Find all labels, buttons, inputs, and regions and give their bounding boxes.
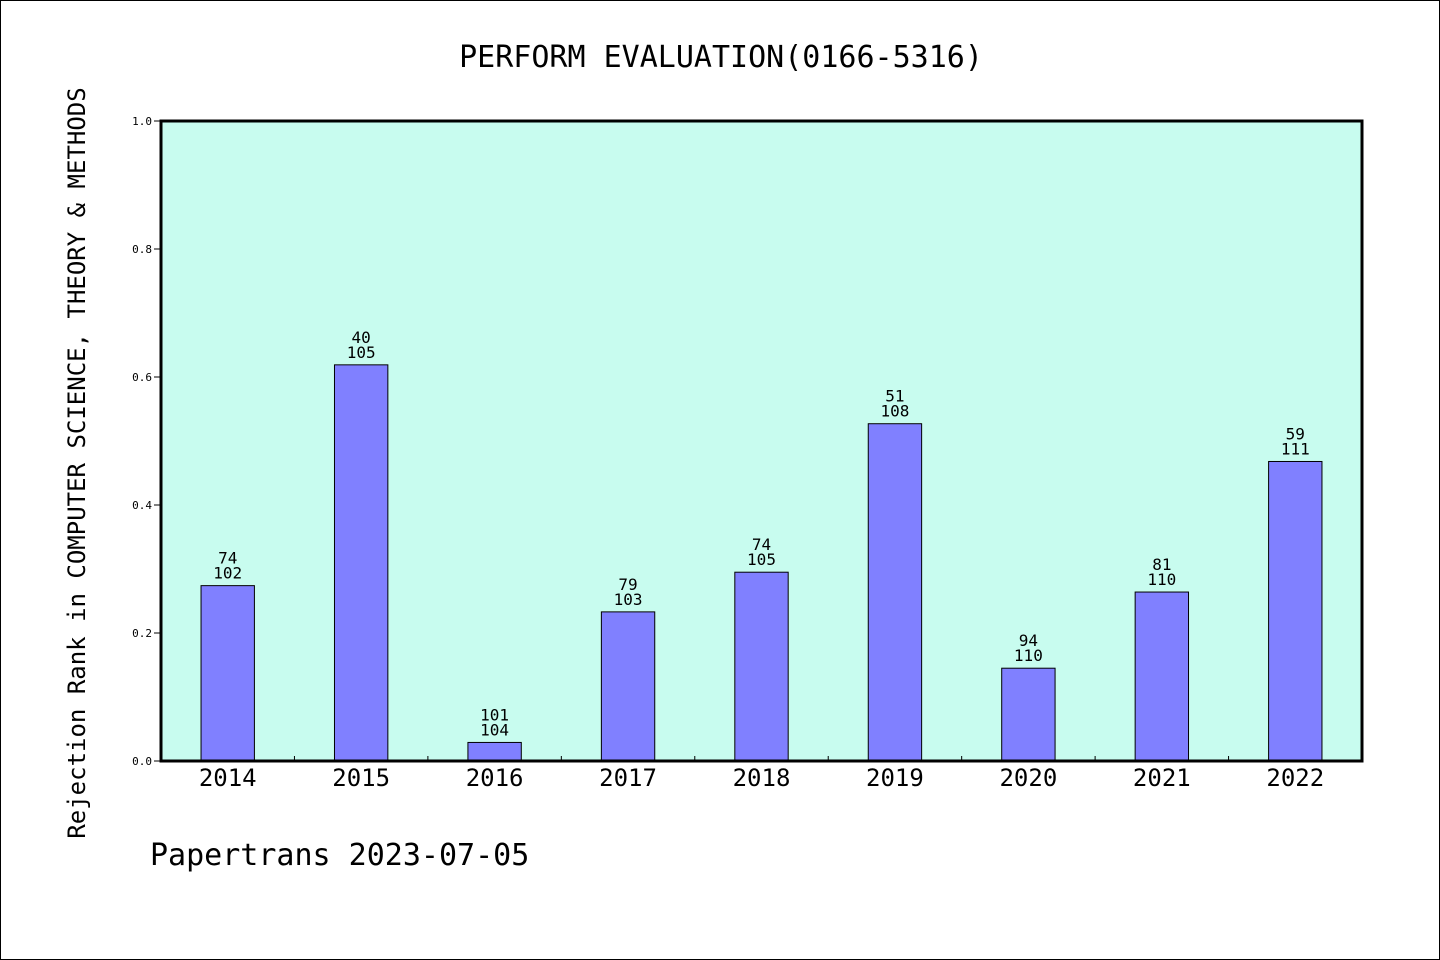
bar-2019 (867, 423, 923, 762)
bar-rank-label: 101 (480, 705, 509, 724)
bar-2020 (1001, 667, 1056, 762)
chart-title: PERFORM EVALUATION(0166-5316) (459, 40, 983, 75)
bar-total-label: 104 (480, 720, 509, 739)
bar-2022 (1268, 460, 1323, 762)
x-axis: 2014 2015 2016 2017 2018 2019 2020 2021 2022 (199, 756, 1324, 792)
y-tick-label: 1.0 (132, 115, 152, 128)
bar-total-label: 102 (213, 564, 242, 583)
x-tick-label: 2018 (733, 764, 791, 792)
bar-2016 (467, 741, 522, 762)
bars-group: 7410240105101104791037410551108941108111… (200, 328, 1323, 762)
y-axis: 0.0 0.2 0.4 0.6 0.8 1.0 (132, 115, 161, 768)
y-tick-label: 0.6 (132, 371, 152, 384)
x-tick-label: 2022 (1266, 764, 1324, 792)
x-tick-label: 2020 (999, 764, 1057, 792)
bar-total-label: 103 (614, 590, 643, 609)
bar-2014 (200, 585, 255, 762)
x-tick-label: 2015 (332, 764, 390, 792)
bar-rank-label: 74 (218, 549, 237, 568)
bar-total-label: 110 (1014, 646, 1043, 665)
y-tick-label: 0.4 (132, 499, 152, 512)
bar-total-label: 105 (347, 343, 376, 362)
plot-border (159, 119, 1364, 763)
y-tick-label: 0.0 (132, 755, 152, 768)
bar-rank-label: 81 (1152, 555, 1171, 574)
x-tick-label: 2016 (466, 764, 524, 792)
x-tick-label: 2017 (599, 764, 657, 792)
bar-total-label: 111 (1281, 439, 1310, 458)
y-axis-label: Rejection Rank in COMPUTER SCIENCE, THEO… (63, 87, 91, 838)
bar-rank-label: 74 (752, 535, 771, 554)
bar-total-label: 108 (880, 402, 909, 421)
bar-2021 (1134, 591, 1190, 762)
x-tick-label: 2021 (1133, 764, 1191, 792)
bar-rank-label: 51 (885, 387, 904, 406)
bar-rank-label: 59 (1286, 424, 1305, 443)
x-tick-label: 2014 (199, 764, 257, 792)
y-tick-label: 0.8 (132, 243, 152, 256)
x-tick-label: 2019 (866, 764, 924, 792)
bar-total-label: 105 (747, 550, 776, 569)
bar-2017 (600, 611, 656, 762)
bar-rank-label: 94 (1019, 631, 1038, 650)
y-tick-label: 0.2 (132, 627, 152, 640)
bar-2018 (734, 571, 789, 762)
bar-rank-label: 79 (618, 575, 637, 594)
bar-rank-label: 40 (352, 328, 371, 347)
footer-text: Papertrans 2023-07-05 (150, 838, 529, 873)
bar-total-label: 110 (1147, 570, 1176, 589)
bar-2015 (333, 364, 389, 762)
